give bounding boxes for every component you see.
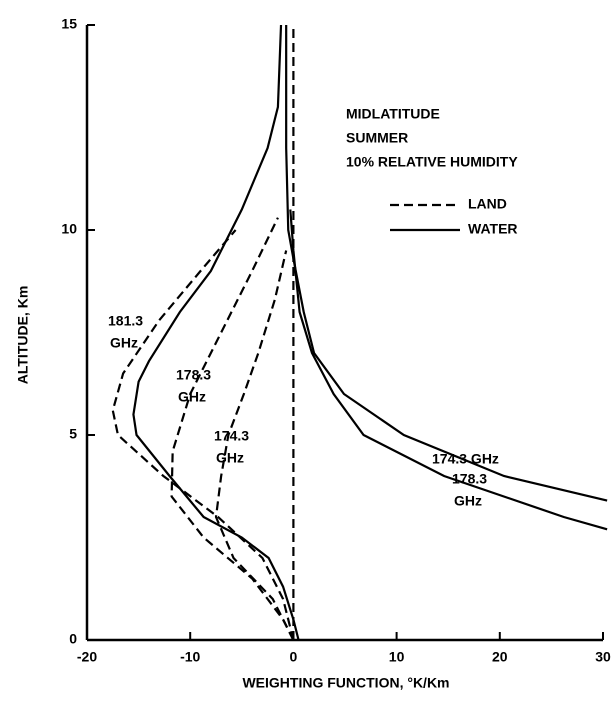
- annotation: 178.3: [176, 367, 211, 383]
- legend-label: LAND: [468, 196, 507, 212]
- x-tick-label: 10: [389, 649, 405, 665]
- title-line: MIDLATITUDE: [346, 106, 440, 122]
- x-axis-label: WEIGHTING FUNCTION, °K/Km: [242, 675, 449, 691]
- curve: [170, 217, 295, 641]
- y-tick-label: 5: [69, 426, 77, 442]
- x-tick-label: 30: [595, 649, 611, 665]
- curve: [289, 209, 608, 531]
- x-tick-label: 0: [290, 649, 298, 665]
- annotation: GHz: [216, 450, 244, 466]
- annotation: 174.3 GHz: [432, 451, 499, 467]
- annotation: GHz: [110, 335, 138, 351]
- curve: [132, 24, 300, 641]
- y-tick-label: 10: [61, 221, 77, 237]
- annotation: GHz: [454, 493, 482, 509]
- annotation: 181.3: [108, 313, 143, 329]
- curve: [214, 250, 295, 641]
- title-line: 10% RELATIVE HUMIDITY: [346, 154, 518, 170]
- y-axis-label: ALTITUDE, Km: [15, 286, 31, 385]
- curve: [111, 229, 295, 641]
- annotation: 178.3: [452, 471, 487, 487]
- annotation: GHz: [178, 389, 206, 405]
- legend-label: WATER: [468, 221, 518, 237]
- curve: [285, 25, 608, 502]
- annotation: 174.3: [214, 428, 249, 444]
- y-tick-label: 15: [61, 16, 77, 32]
- x-tick-label: 20: [492, 649, 508, 665]
- title-line: SUMMER: [346, 130, 408, 146]
- y-tick-label: 0: [69, 631, 77, 647]
- x-tick-label: -10: [180, 649, 200, 665]
- x-tick-label: -20: [77, 649, 97, 665]
